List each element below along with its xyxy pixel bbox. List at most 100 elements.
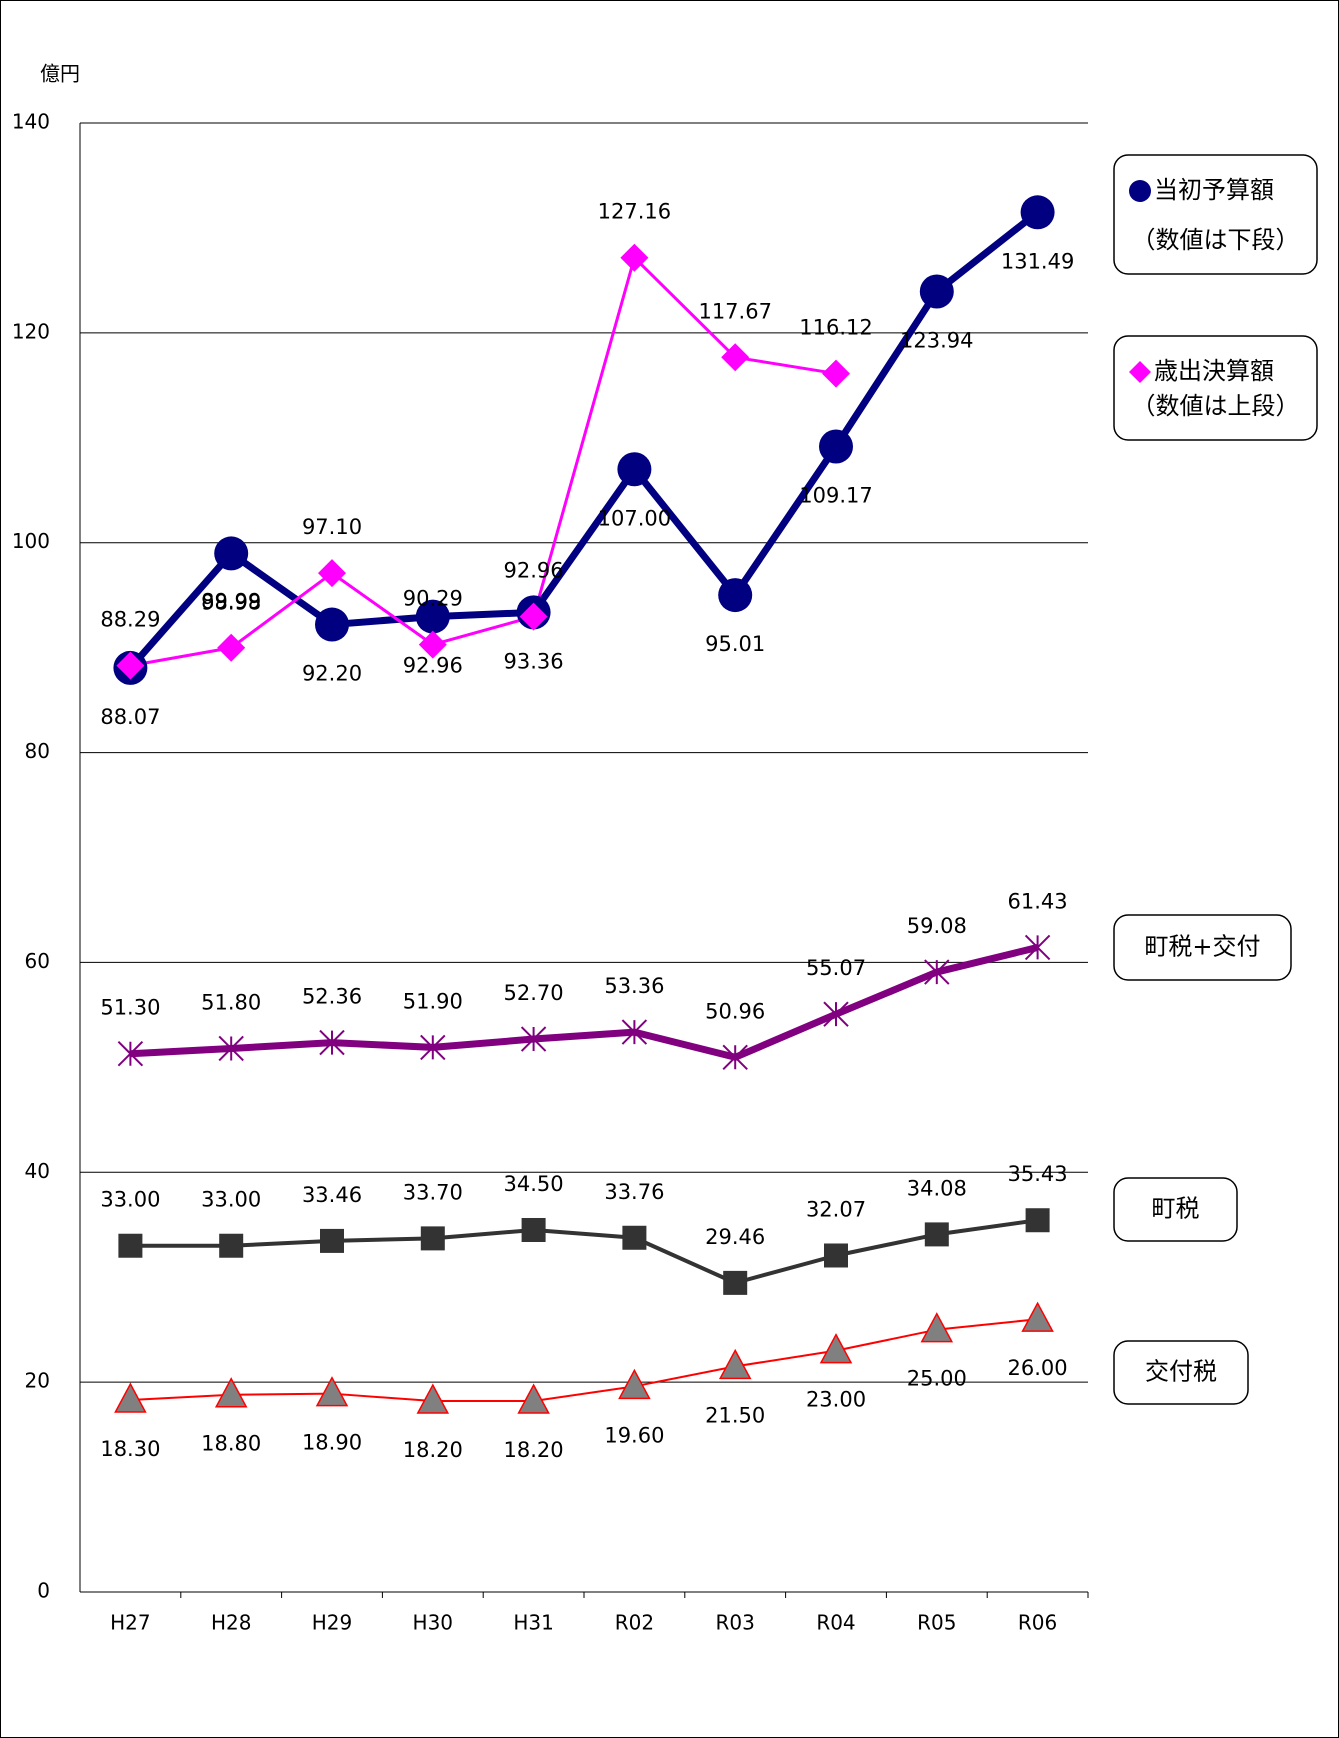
series-line <box>130 1218 1038 1285</box>
marker <box>214 536 249 571</box>
marker <box>819 429 853 464</box>
data-label: 92.20 <box>302 662 362 686</box>
marker <box>819 1333 853 1364</box>
data-label: 51.90 <box>403 989 463 1013</box>
marker <box>117 1041 144 1067</box>
marker <box>219 1233 244 1258</box>
data-label: 18.30 <box>100 1437 160 1461</box>
marker <box>420 1226 445 1251</box>
data-label: 33.00 <box>100 1188 160 1212</box>
marker <box>420 1034 446 1061</box>
data-label: 88.29 <box>100 608 160 632</box>
marker <box>718 1348 752 1380</box>
marker <box>320 1228 344 1253</box>
marker <box>214 1377 248 1408</box>
data-label: 131.49 <box>1001 249 1074 273</box>
data-label: 52.70 <box>504 981 564 1005</box>
legend-label: 町税+交付 <box>1144 933 1260 961</box>
marker <box>721 343 750 372</box>
marker <box>924 959 950 985</box>
series-line <box>130 1318 1038 1403</box>
marker <box>218 1035 244 1062</box>
data-label: 35.43 <box>1008 1162 1068 1186</box>
y-axis-unit: 億円 <box>40 62 80 86</box>
marker <box>521 1217 546 1242</box>
y-tick-label: 40 <box>25 1159 50 1183</box>
legend-box <box>1113 914 1292 981</box>
y-tick-label: 80 <box>25 739 50 763</box>
data-label: 127.16 <box>598 200 671 224</box>
marker <box>319 1029 345 1056</box>
data-label: 107.00 <box>598 506 671 530</box>
marker <box>217 633 246 662</box>
data-label: 55.07 <box>806 956 866 980</box>
y-tick-label: 20 <box>25 1369 50 1393</box>
marker <box>722 1044 748 1070</box>
data-label: 29.46 <box>705 1225 765 1249</box>
data-label: 53.36 <box>604 974 664 998</box>
data-label: 34.50 <box>504 1172 564 1196</box>
marker <box>415 599 450 634</box>
marker <box>621 1019 648 1045</box>
data-label: 32.07 <box>806 1197 866 1221</box>
x-tick-label: R04 <box>816 1611 855 1635</box>
marker <box>1021 1301 1054 1332</box>
series-line <box>130 944 1039 1061</box>
y-tick-label: 140 <box>12 110 50 134</box>
marker <box>620 243 649 272</box>
series-line <box>130 256 837 668</box>
marker <box>718 578 753 613</box>
data-label: 33.00 <box>201 1188 261 1212</box>
marker <box>622 1225 647 1250</box>
data-label: 18.90 <box>302 1431 362 1455</box>
marker <box>723 1270 748 1295</box>
x-tick-label: H29 <box>312 1611 353 1635</box>
marker <box>315 607 349 642</box>
data-label: 18.20 <box>403 1438 463 1462</box>
data-label: 95.01 <box>705 632 765 656</box>
legend-label: 歳出決算額 <box>1154 357 1274 385</box>
x-tick-label: H27 <box>110 1611 151 1635</box>
marker <box>116 651 145 680</box>
marker <box>1020 195 1055 230</box>
data-label: 59.08 <box>907 914 967 938</box>
legend-swatch <box>1129 180 1151 202</box>
legend-swatch <box>1129 361 1151 383</box>
marker <box>315 1376 349 1407</box>
data-label: 18.80 <box>201 1432 261 1456</box>
marker <box>118 1233 143 1258</box>
legend-note: （数値は上段） <box>1132 392 1300 420</box>
marker <box>114 1382 147 1413</box>
data-label: 25.00 <box>907 1367 967 1391</box>
data-label: 33.76 <box>604 1180 664 1204</box>
data-label: 26.00 <box>1008 1356 1068 1380</box>
x-tick-label: R05 <box>917 1611 956 1635</box>
data-label: 88.07 <box>100 705 160 729</box>
legend-note: （数値は下段） <box>1132 226 1300 254</box>
x-tick-label: H28 <box>211 1611 252 1635</box>
marker <box>824 1243 848 1268</box>
data-label: 52.36 <box>302 985 362 1009</box>
data-label: 50.96 <box>705 999 765 1023</box>
data-label: 93.36 <box>504 649 564 673</box>
data-label: 89.99 <box>201 590 261 614</box>
data-label: 90.29 <box>403 587 463 611</box>
marker <box>1024 934 1051 961</box>
series-line <box>127 209 1040 671</box>
data-label: 33.46 <box>302 1183 362 1207</box>
x-tick-label: R06 <box>1018 1611 1057 1635</box>
data-label: 51.30 <box>100 996 160 1020</box>
data-label: 23.00 <box>806 1388 866 1412</box>
y-tick-label: 0 <box>37 1579 50 1603</box>
marker <box>318 559 346 588</box>
x-tick-label: H30 <box>413 1611 454 1635</box>
legend-label: 町税 <box>1152 1195 1200 1223</box>
marker <box>919 274 954 309</box>
data-label: 98.98 <box>201 590 261 614</box>
marker <box>823 1001 849 1027</box>
marker <box>520 1026 547 1052</box>
marker <box>517 1383 550 1414</box>
data-label: 123.94 <box>900 329 973 353</box>
x-tick-label: R02 <box>615 1611 654 1635</box>
